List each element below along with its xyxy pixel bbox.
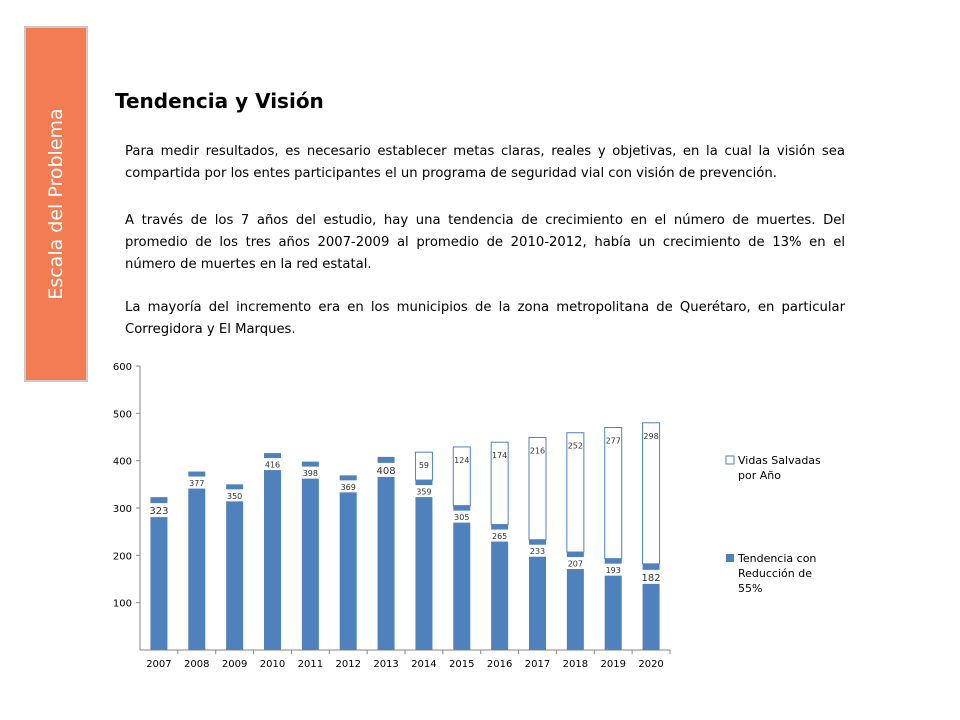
y-tick-label: 300 [113,504,132,515]
data-label-tendencia: 359 [416,488,431,497]
legend-label-vidas-2: por Año [738,469,781,482]
data-label-box [149,503,169,518]
data-label-tendencia: 377 [189,479,204,488]
y-tick-label: 100 [113,599,132,610]
paragraph-2: A través de los 7 años del estudio, hay … [125,213,845,272]
data-label-box [603,563,623,576]
data-label-box [376,462,396,477]
data-label-vidas: 174 [492,451,507,460]
x-tick-label: 2014 [411,659,436,670]
x-tick-label: 2017 [525,659,550,670]
stacked-bar-chart: 100 200 300 400 500 600 2007 323 2008 377 2009 350 2… [113,362,821,670]
bar-tendencia [415,480,433,650]
y-tick-label: 600 [113,362,132,373]
bar-vidas-salvadas [414,451,433,481]
bar-tendencia [529,539,546,650]
data-label-vidas: 252 [568,442,583,451]
bar-tendencia [642,563,660,650]
legend-label-tendencia: Tendencia con [737,552,816,565]
bar-tendencia [491,524,509,650]
y-tick-label: 400 [113,457,132,468]
data-label-box [263,458,282,471]
data-label-tendencia: 233 [530,547,545,556]
data-label-box [300,466,320,479]
page-title: Tendencia y Visión [115,89,324,113]
data-label-tendencia: 265 [492,532,507,541]
x-tick-label: 2018 [563,659,588,670]
data-label-tendencia: 207 [568,560,583,569]
data-label-tendencia: 193 [606,566,621,575]
sidebar-label: Escala del Problema [45,108,67,300]
bar-tendencia [226,484,244,650]
x-tick-label: 2015 [449,659,474,670]
x-tick-label: 2008 [184,659,209,670]
bar-vidas-salvadas [604,427,623,560]
x-tick-label: 2019 [600,659,625,670]
x-tick-label: 2010 [260,659,285,670]
data-label-box [565,557,585,570]
x-tick-label: 2007 [146,659,171,670]
data-label-vidas: 124 [454,456,469,465]
data-label-box [490,529,510,542]
legend-label-tendencia-3: 55% [738,582,762,595]
bar-tendencia [566,552,584,650]
data-label-tendencia: 408 [377,466,396,477]
legend-swatch-tendencia [726,554,734,562]
data-label-box [225,489,245,502]
data-label-box [414,485,434,498]
legend-label-vidas: Vidas Salvadas [738,454,821,467]
bar-vidas-salvadas [490,441,509,526]
data-label-box [452,510,472,523]
data-label-vidas: 216 [530,446,545,455]
x-tick-label: 2020 [638,659,663,670]
bar-tendencia [604,558,622,650]
x-tick-label: 2009 [222,659,247,670]
data-label-vidas: 277 [606,437,621,446]
data-label-vidas: 298 [643,432,658,441]
x-tick-label: 2011 [298,659,323,670]
section-sidebar [24,26,88,382]
data-label-box [187,476,207,489]
data-label-vidas: 59 [419,461,429,470]
paragraph-3: La mayoría del incremento era en los mun… [125,300,845,337]
bar-tendencia [377,456,395,650]
data-label-box [338,480,358,493]
x-tick-label: 2016 [487,659,512,670]
x-tick-label: 2012 [335,659,360,670]
x-tick-label: 2013 [373,659,398,670]
bar-tendencia [301,461,319,650]
bar-tendencia [453,505,471,650]
bar-tendencia [150,497,168,650]
data-label-box [528,544,547,557]
data-label-tendencia: 182 [642,573,661,584]
bar-tendencia [188,471,206,650]
data-label-box [641,569,661,584]
data-label-tendencia: 416 [265,461,280,470]
bar-vidas-salvadas [528,436,547,541]
legend-label-tendencia-2: Reducción de [738,567,812,580]
bar-tendencia [339,475,357,650]
bar-vidas-salvadas [642,422,661,565]
legend-swatch-vidas [725,455,735,465]
bar-vidas-salvadas [452,446,471,507]
data-label-tendencia: 323 [149,506,168,517]
y-tick-label: 200 [113,551,132,562]
y-tick-label: 500 [113,409,132,420]
bar-vidas-salvadas [566,432,585,553]
data-label-tendencia: 398 [303,469,318,478]
data-label-tendencia: 369 [341,483,356,492]
paragraph-1: Para medir resultados, es necesario esta… [125,144,845,181]
data-label-tendencia: 350 [227,492,242,501]
bar-tendencia [264,453,281,650]
data-label-tendencia: 305 [454,513,469,522]
